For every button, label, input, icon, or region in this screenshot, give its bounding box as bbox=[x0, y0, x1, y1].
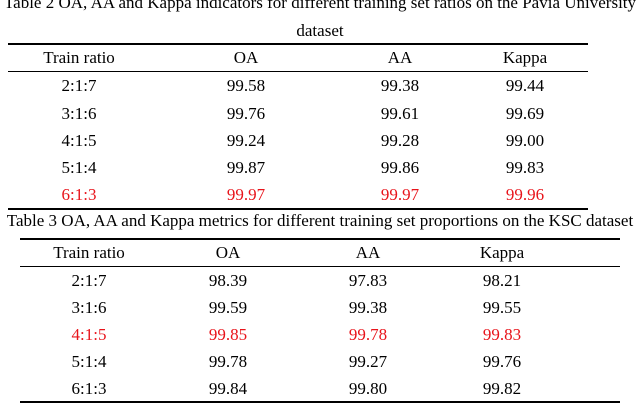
table2-header-oa: OA bbox=[233, 48, 259, 67]
table2-cell-ratio: 5:1:4 bbox=[61, 158, 97, 177]
table2-cell-ratio: 2:1:7 bbox=[61, 76, 97, 95]
table3-cell-kappa: 99.55 bbox=[482, 298, 522, 317]
table2-cell-ratio: 6:1:3 bbox=[61, 185, 97, 204]
table3-bottom-rule bbox=[20, 401, 620, 403]
table2-cell-aa: 99.28 bbox=[380, 131, 420, 150]
table2-cell-kappa: 99.83 bbox=[505, 158, 545, 177]
table2-cell-kappa: 99.69 bbox=[505, 104, 545, 123]
table2-header-aa: AA bbox=[387, 48, 413, 67]
table2-cell-oa: 99.24 bbox=[226, 131, 266, 150]
table2-header-kappa: Kappa bbox=[502, 48, 548, 67]
table3-cell-ratio: 6:1:3 bbox=[71, 379, 107, 398]
table3-header-train-ratio: Train ratio bbox=[53, 243, 125, 262]
table2-bottom-rule bbox=[8, 208, 588, 210]
table2-cell-kappa: 99.00 bbox=[505, 131, 545, 150]
table3-cell-oa: 99.59 bbox=[208, 298, 248, 317]
table3-cell-aa: 99.80 bbox=[348, 379, 388, 398]
table2-header-rule bbox=[8, 71, 588, 72]
table3-top-rule bbox=[20, 238, 620, 240]
table2-cell-aa: 99.86 bbox=[380, 158, 420, 177]
table3-caption: Table 3 OA, AA and Kappa metrics for dif… bbox=[6, 211, 634, 230]
table3-cell-ratio: 2:1:7 bbox=[71, 271, 107, 290]
table3-cell-kappa: 98.21 bbox=[482, 271, 522, 290]
table3-header-rule bbox=[20, 266, 620, 267]
table3-cell-ratio: 4:1:5 bbox=[71, 325, 107, 344]
table2-cell-oa: 99.76 bbox=[226, 104, 266, 123]
table2-cell-oa: 99.87 bbox=[226, 158, 266, 177]
table3-cell-oa: 98.39 bbox=[208, 271, 248, 290]
table3-cell-oa: 99.85 bbox=[208, 325, 248, 344]
table2-header-train-ratio: Train ratio bbox=[43, 48, 115, 67]
table2-cell-aa: 99.97 bbox=[380, 185, 420, 204]
table2-cell-ratio: 4:1:5 bbox=[61, 131, 97, 150]
table3-cell-oa: 99.78 bbox=[208, 352, 248, 371]
table3-cell-kappa: 99.83 bbox=[482, 325, 522, 344]
table2-cell-kappa: 99.44 bbox=[505, 76, 545, 95]
table2-cell-aa: 99.38 bbox=[380, 76, 420, 95]
table3-cell-oa: 99.84 bbox=[208, 379, 248, 398]
table3-cell-kappa: 99.82 bbox=[482, 379, 522, 398]
table2-cell-oa: 99.58 bbox=[226, 76, 266, 95]
table3-header-kappa: Kappa bbox=[479, 243, 525, 262]
table3-cell-ratio: 3:1:6 bbox=[71, 298, 107, 317]
table3-cell-aa: 99.27 bbox=[348, 352, 388, 371]
table2-caption-line1: Table 2 OA, AA and Kappa indicators for … bbox=[3, 0, 637, 12]
table3-cell-kappa: 99.76 bbox=[482, 352, 522, 371]
table2-top-rule bbox=[8, 43, 588, 45]
table3-cell-aa: 97.83 bbox=[348, 271, 388, 290]
table3-cell-aa: 99.78 bbox=[348, 325, 388, 344]
table2-cell-aa: 99.61 bbox=[380, 104, 420, 123]
table3-cell-ratio: 5:1:4 bbox=[71, 352, 107, 371]
table2-caption-line2: dataset bbox=[296, 21, 344, 40]
table2-cell-oa: 99.97 bbox=[226, 185, 266, 204]
table3-header-aa: AA bbox=[355, 243, 381, 262]
table2-cell-ratio: 3:1:6 bbox=[61, 104, 97, 123]
table2-cell-kappa: 99.96 bbox=[505, 185, 545, 204]
table3-header-oa: OA bbox=[215, 243, 241, 262]
table3-cell-aa: 99.38 bbox=[348, 298, 388, 317]
